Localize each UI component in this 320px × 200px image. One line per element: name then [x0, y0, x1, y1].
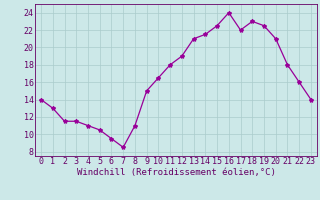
X-axis label: Windchill (Refroidissement éolien,°C): Windchill (Refroidissement éolien,°C)	[76, 168, 276, 177]
